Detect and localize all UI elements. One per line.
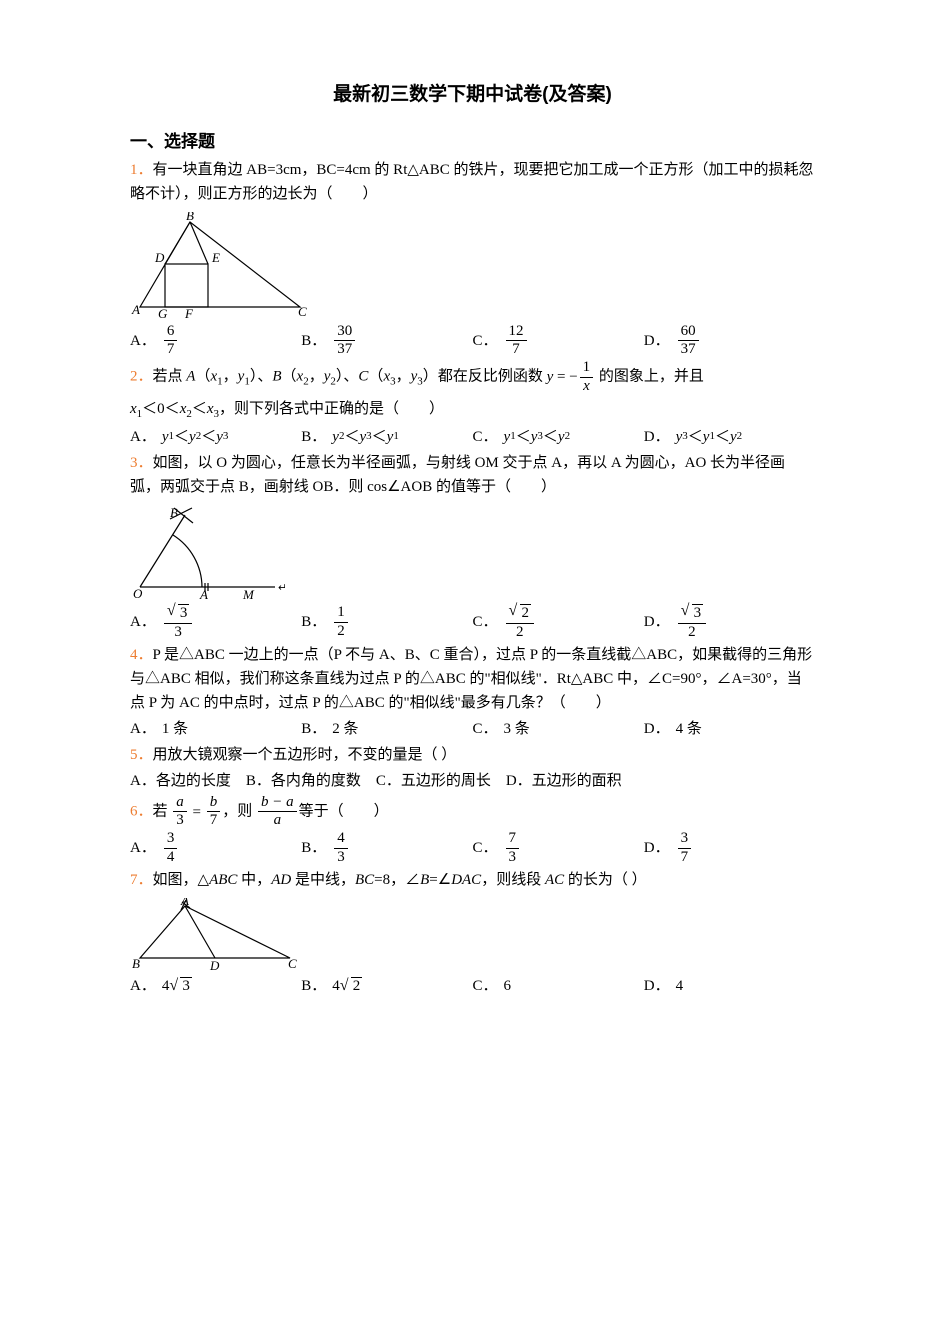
q2-cond: x1＜0＜x2＜x3，则下列各式中正确的是（ ） <box>130 397 815 424</box>
q5-text: 用放大镜观察一个五边形时，不变的量是（ ） <box>153 747 457 763</box>
q4-choice-c: C．3 条 <box>473 717 644 741</box>
q6-mid: ，则 <box>222 803 252 819</box>
q1-choices: A． 67 B． 3037 C． 127 D． 6037 <box>130 324 815 359</box>
q6-choice-a: A．34 <box>130 831 301 866</box>
q3-choice-c: C． 22 <box>473 604 644 641</box>
svg-text:E: E <box>211 250 220 265</box>
q3-choice-b: B． 12 <box>301 604 472 641</box>
q4-choice-a: A．1 条 <box>130 717 301 741</box>
q1-choice-c: C． 127 <box>473 324 644 359</box>
qnum-5: 5． <box>130 747 153 763</box>
svg-text:A: A <box>199 587 208 600</box>
svg-text:D: D <box>209 958 220 970</box>
question-6: 6．若 a3 = b7，则 b − aa等于（ ） <box>130 795 815 830</box>
q6-choices: A．34 B．43 C．73 D．37 <box>130 831 815 866</box>
q3-choice-d: D． 32 <box>644 604 815 641</box>
q7-figure: A B C D <box>130 898 815 970</box>
svg-text:G: G <box>158 306 168 320</box>
choice-label-a: A． <box>130 329 156 353</box>
q3-text: 如图，以 O 为圆心，任意长为半径画弧，与射线 OM 交于点 A，再以 A 为圆… <box>130 455 785 495</box>
svg-text:O: O <box>133 586 143 600</box>
svg-text:A: A <box>131 302 140 317</box>
svg-text:B: B <box>186 212 194 223</box>
q1-frac-d: 6037 <box>678 324 699 359</box>
q4-choice-b: B．2 条 <box>301 717 472 741</box>
question-4: 4．P 是△ABC 一边上的一点（P 不与 A、B、C 重合），过点 P 的一条… <box>130 643 815 715</box>
choice-label-b: B． <box>301 329 326 353</box>
qnum-4: 4． <box>130 647 153 663</box>
q1-frac-a: 67 <box>164 324 178 359</box>
q2-text-a: 若点 <box>153 369 187 385</box>
q4-choices: A．1 条 B．2 条 C．3 条 D．4 条 <box>130 717 815 741</box>
q7-choice-d: D．4 <box>644 974 815 998</box>
q1-text-a: 有一块直角边 AB=3cm，BC=4cm 的 Rt <box>153 162 408 178</box>
qnum-1: 1． <box>130 162 153 178</box>
svg-text:A: A <box>180 898 189 908</box>
q2-text-b: 的图象上，并且 <box>595 369 704 385</box>
q1-choice-a: A． 67 <box>130 324 301 359</box>
q3-choice-a: A． 33 <box>130 604 301 641</box>
question-1: 1．有一块直角边 AB=3cm，BC=4cm 的 Rt△ABC 的铁片，现要把它… <box>130 158 815 206</box>
choice-label-d: D． <box>644 329 670 353</box>
svg-text:M: M <box>242 587 255 600</box>
svg-text:B: B <box>132 956 140 970</box>
triangle-icon: △ <box>407 161 419 178</box>
qnum-3: 3． <box>130 455 153 471</box>
svg-text:C: C <box>298 304 307 319</box>
qnum-2: 2． <box>130 369 153 385</box>
q6-choice-c: C．73 <box>473 831 644 866</box>
q2-choices: A．y1＜y2＜y3 B．y2＜y3＜y1 C．y1＜y3＜y2 D．y3＜y1… <box>130 425 815 449</box>
qnum-6: 6． <box>130 803 153 819</box>
q2-choice-b: B．y2＜y3＜y1 <box>301 425 472 449</box>
choice-label-c: C． <box>473 329 498 353</box>
qnum-7: 7． <box>130 872 153 888</box>
q2-choice-a: A．y1＜y2＜y3 <box>130 425 301 449</box>
question-2: 2．若点 A（x1，y1）、B（x2，y2）、C（x3，y3）都在反比例函数 y… <box>130 360 815 395</box>
q7-choices: A．43 B．42 C．6 D．4 <box>130 974 815 998</box>
q7-choice-c: C．6 <box>473 974 644 998</box>
q7-choice-b: B．42 <box>301 974 472 998</box>
svg-text:↵: ↵ <box>278 582 285 594</box>
q1-figure: A B C D E F G <box>130 212 815 320</box>
svg-text:D: D <box>154 250 165 265</box>
q1-choice-b: B． 3037 <box>301 324 472 359</box>
q1-frac-c: 127 <box>506 324 527 359</box>
q3-choices: A． 33 B． 12 C． 22 D． 32 <box>130 604 815 641</box>
q2-choice-c: C．y1＜y3＜y2 <box>473 425 644 449</box>
q5-choices-line: A．各边的长度 B．各内角的度数 C．五边形的周长 D．五边形的面积 <box>130 769 815 793</box>
q4-text: P 是△ABC 一边上的一点（P 不与 A、B、C 重合），过点 P 的一条直线… <box>130 647 812 711</box>
q2-choice-d: D．y3＜y1＜y2 <box>644 425 815 449</box>
question-3: 3．如图，以 O 为圆心，任意长为半径画弧，与射线 OM 交于点 A，再以 A … <box>130 451 815 499</box>
question-5: 5．用放大镜观察一个五边形时，不变的量是（ ） <box>130 743 815 767</box>
question-7: 7．如图，△ABC 中，AD 是中线，BC=8，∠B=∠DAC，则线段 AC 的… <box>130 868 815 892</box>
q6-post: 等于（ ） <box>299 803 389 819</box>
page-title: 最新初三数学下期中试卷(及答案) <box>130 80 815 110</box>
section-heading-1: 一、选择题 <box>130 128 815 155</box>
svg-text:C: C <box>288 956 297 970</box>
q6-pre: 若 <box>153 803 168 819</box>
q6-choice-b: B．43 <box>301 831 472 866</box>
svg-text:F: F <box>184 306 194 320</box>
svg-text:B: B <box>170 505 178 520</box>
q6-choice-d: D．37 <box>644 831 815 866</box>
q7-choice-a: A．43 <box>130 974 301 998</box>
q3-figure: O A B M ↵ <box>130 505 815 600</box>
q2-text-mid: 都在反比例函数 <box>438 369 547 385</box>
q4-choice-d: D．4 条 <box>644 717 815 741</box>
q1-choice-d: D． 6037 <box>644 324 815 359</box>
q1-frac-b: 3037 <box>334 324 355 359</box>
